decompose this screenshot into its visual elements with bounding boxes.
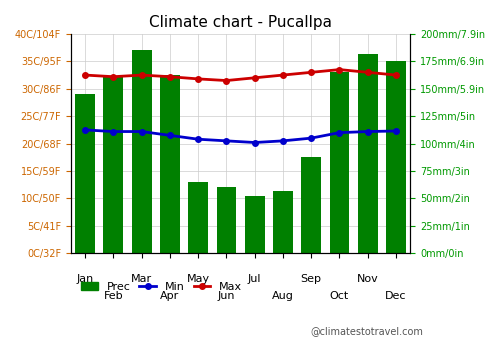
- Text: May: May: [186, 274, 210, 284]
- Text: Mar: Mar: [131, 274, 152, 284]
- Text: Oct: Oct: [330, 291, 349, 301]
- Bar: [104, 76, 124, 253]
- Bar: [386, 61, 406, 253]
- Bar: [358, 54, 378, 253]
- Text: Nov: Nov: [357, 274, 378, 284]
- Bar: [75, 94, 95, 253]
- Bar: [216, 188, 236, 253]
- Title: Climate chart - Pucallpa: Climate chart - Pucallpa: [149, 15, 332, 30]
- Text: Jun: Jun: [218, 291, 235, 301]
- Bar: [132, 50, 152, 253]
- Text: Sep: Sep: [300, 274, 322, 284]
- Text: Aug: Aug: [272, 291, 294, 301]
- Text: Jul: Jul: [248, 274, 262, 284]
- Legend: Prec, Min, Max: Prec, Min, Max: [76, 277, 246, 296]
- Text: Jan: Jan: [76, 274, 94, 284]
- Bar: [245, 196, 264, 253]
- Bar: [273, 191, 293, 253]
- Bar: [160, 75, 180, 253]
- Bar: [330, 72, 349, 253]
- Text: Apr: Apr: [160, 291, 180, 301]
- Text: Dec: Dec: [386, 291, 407, 301]
- Text: Feb: Feb: [104, 291, 123, 301]
- Bar: [302, 157, 321, 253]
- Bar: [188, 182, 208, 253]
- Text: @climatestotravel.com: @climatestotravel.com: [310, 326, 423, 336]
